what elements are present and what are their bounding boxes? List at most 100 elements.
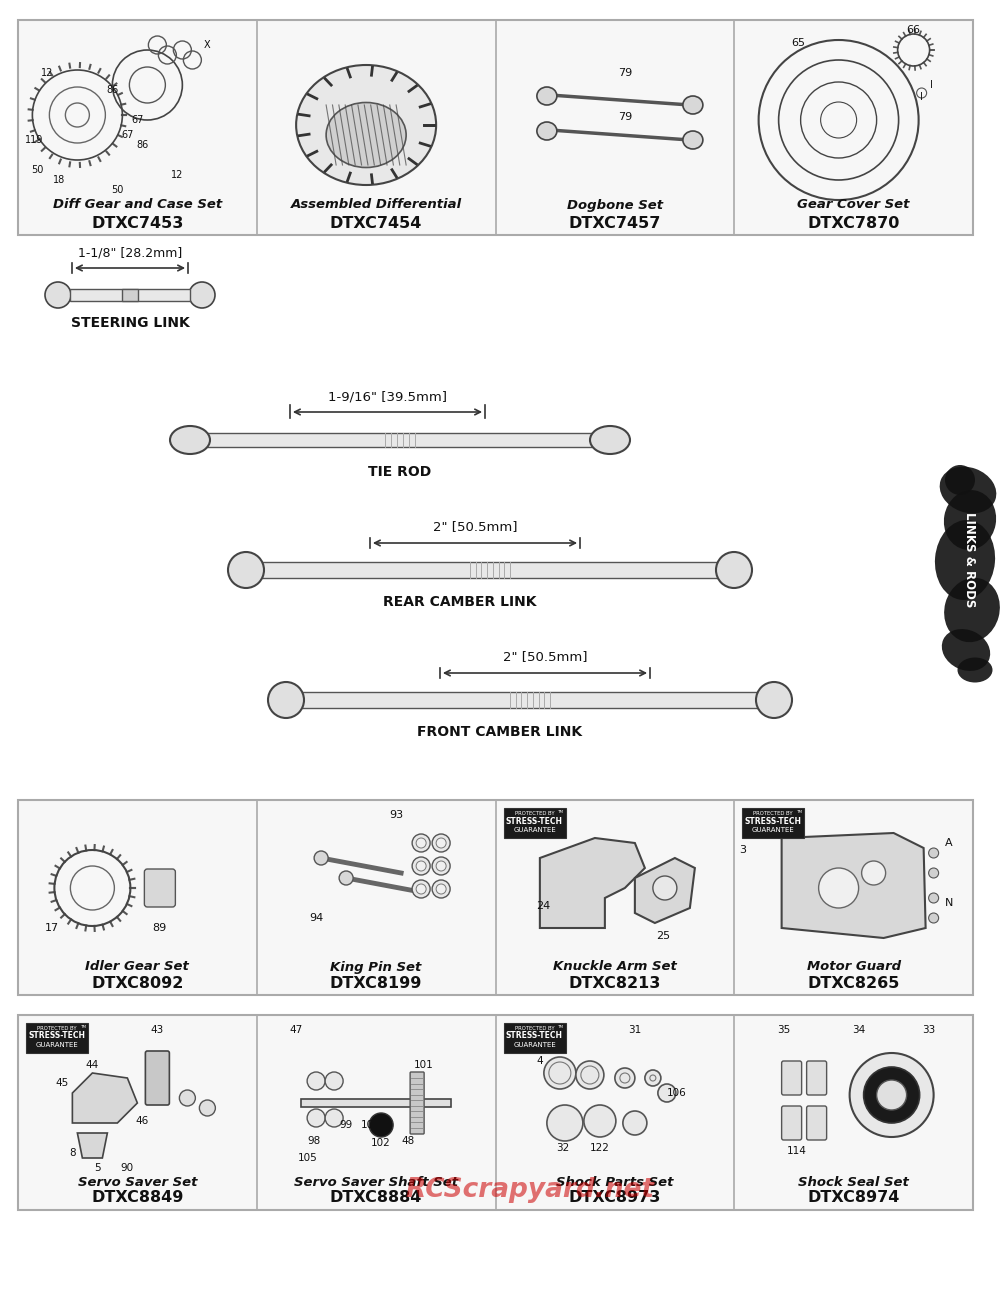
Text: 12: 12 bbox=[171, 170, 184, 180]
Text: 2" [50.5mm]: 2" [50.5mm] bbox=[503, 651, 587, 664]
Text: 32: 32 bbox=[556, 1143, 570, 1153]
Circle shape bbox=[658, 1084, 676, 1102]
Circle shape bbox=[416, 884, 426, 894]
Text: PROTECTED BY: PROTECTED BY bbox=[753, 811, 793, 817]
FancyBboxPatch shape bbox=[70, 289, 190, 302]
Text: 93: 93 bbox=[389, 810, 403, 820]
Text: I: I bbox=[920, 92, 923, 102]
Ellipse shape bbox=[958, 657, 992, 682]
Text: 101: 101 bbox=[414, 1060, 434, 1070]
Text: 106: 106 bbox=[667, 1088, 687, 1099]
Ellipse shape bbox=[326, 102, 406, 167]
Text: King Pin Set: King Pin Set bbox=[330, 960, 422, 973]
Text: 45: 45 bbox=[56, 1078, 69, 1088]
FancyBboxPatch shape bbox=[205, 433, 595, 446]
Circle shape bbox=[432, 857, 450, 875]
Circle shape bbox=[339, 871, 353, 885]
Text: 2" [50.5mm]: 2" [50.5mm] bbox=[433, 520, 517, 533]
Text: 105: 105 bbox=[298, 1153, 318, 1163]
Circle shape bbox=[929, 848, 939, 858]
Text: Gear Cover Set: Gear Cover Set bbox=[797, 198, 910, 211]
Text: 25: 25 bbox=[656, 930, 670, 941]
Text: DTXC8973: DTXC8973 bbox=[569, 1190, 661, 1206]
Circle shape bbox=[436, 861, 446, 871]
Ellipse shape bbox=[537, 87, 557, 105]
Text: Diff Gear and Case Set: Diff Gear and Case Set bbox=[53, 198, 222, 211]
Circle shape bbox=[615, 1068, 635, 1088]
Circle shape bbox=[412, 835, 430, 851]
Circle shape bbox=[929, 893, 939, 903]
Circle shape bbox=[576, 1061, 604, 1090]
Circle shape bbox=[819, 868, 859, 908]
Text: 5: 5 bbox=[94, 1163, 101, 1172]
Text: TM: TM bbox=[558, 810, 564, 814]
Circle shape bbox=[877, 1080, 907, 1110]
Text: 24: 24 bbox=[536, 901, 550, 911]
Circle shape bbox=[189, 282, 215, 308]
Ellipse shape bbox=[944, 578, 1000, 642]
FancyBboxPatch shape bbox=[410, 1071, 424, 1134]
Circle shape bbox=[432, 835, 450, 851]
Text: 65: 65 bbox=[792, 38, 806, 48]
Text: 67: 67 bbox=[121, 129, 134, 140]
Text: DTXC8884: DTXC8884 bbox=[330, 1190, 422, 1206]
Text: 50: 50 bbox=[31, 166, 44, 175]
Text: 79: 79 bbox=[618, 69, 632, 78]
Circle shape bbox=[412, 857, 430, 875]
Circle shape bbox=[716, 553, 752, 587]
Text: DTXC8849: DTXC8849 bbox=[91, 1190, 184, 1206]
Text: 86: 86 bbox=[106, 85, 119, 94]
Ellipse shape bbox=[945, 465, 975, 496]
Text: 66: 66 bbox=[907, 25, 921, 35]
Text: 100: 100 bbox=[361, 1121, 381, 1130]
Polygon shape bbox=[540, 839, 645, 928]
Text: Servo Saver Shaft Set: Servo Saver Shaft Set bbox=[294, 1175, 458, 1188]
Circle shape bbox=[929, 868, 939, 879]
FancyBboxPatch shape bbox=[301, 1099, 451, 1106]
Circle shape bbox=[436, 839, 446, 848]
Text: PROTECTED BY: PROTECTED BY bbox=[515, 811, 554, 817]
Text: 102: 102 bbox=[371, 1137, 391, 1148]
Text: 31: 31 bbox=[628, 1025, 642, 1035]
Text: 48: 48 bbox=[402, 1136, 415, 1146]
Circle shape bbox=[325, 1071, 343, 1090]
Text: GUARANTEE: GUARANTEE bbox=[36, 1042, 78, 1048]
Text: Knuckle Arm Set: Knuckle Arm Set bbox=[553, 960, 677, 973]
Text: 4: 4 bbox=[537, 1056, 543, 1066]
Text: GUARANTEE: GUARANTEE bbox=[752, 827, 795, 833]
Text: DTXC8213: DTXC8213 bbox=[569, 976, 661, 990]
Text: GUARANTEE: GUARANTEE bbox=[513, 1042, 556, 1048]
Text: 1-9/16" [39.5mm]: 1-9/16" [39.5mm] bbox=[328, 391, 447, 404]
Text: DTXC8092: DTXC8092 bbox=[91, 976, 184, 990]
FancyBboxPatch shape bbox=[262, 562, 718, 578]
Circle shape bbox=[623, 1112, 647, 1135]
Circle shape bbox=[653, 876, 677, 901]
Text: 44: 44 bbox=[86, 1060, 99, 1070]
Ellipse shape bbox=[944, 490, 996, 550]
Text: DTXC7870: DTXC7870 bbox=[807, 216, 900, 230]
Text: 35: 35 bbox=[777, 1025, 790, 1035]
Ellipse shape bbox=[537, 122, 557, 140]
Text: TM: TM bbox=[558, 1025, 564, 1029]
Text: STRESS-TECH: STRESS-TECH bbox=[506, 817, 563, 826]
Ellipse shape bbox=[683, 96, 703, 114]
Text: Assembled Differential: Assembled Differential bbox=[291, 198, 462, 211]
FancyBboxPatch shape bbox=[504, 807, 566, 839]
Text: 12: 12 bbox=[41, 69, 54, 78]
Ellipse shape bbox=[940, 467, 996, 514]
Text: DTXC8974: DTXC8974 bbox=[807, 1190, 900, 1206]
Text: STRESS-TECH: STRESS-TECH bbox=[506, 1031, 563, 1040]
Text: X: X bbox=[204, 40, 211, 50]
Circle shape bbox=[228, 553, 264, 587]
FancyBboxPatch shape bbox=[122, 289, 138, 302]
Text: TIE ROD: TIE ROD bbox=[368, 465, 432, 479]
Text: STEERING LINK: STEERING LINK bbox=[71, 316, 189, 330]
Text: 89: 89 bbox=[152, 923, 166, 933]
Text: Servo Saver Set: Servo Saver Set bbox=[78, 1175, 197, 1188]
Text: 18: 18 bbox=[53, 175, 66, 185]
Ellipse shape bbox=[590, 426, 630, 454]
Text: I: I bbox=[930, 80, 933, 91]
Circle shape bbox=[325, 1109, 343, 1127]
Ellipse shape bbox=[683, 131, 703, 149]
Text: DTXC7457: DTXC7457 bbox=[569, 216, 661, 230]
